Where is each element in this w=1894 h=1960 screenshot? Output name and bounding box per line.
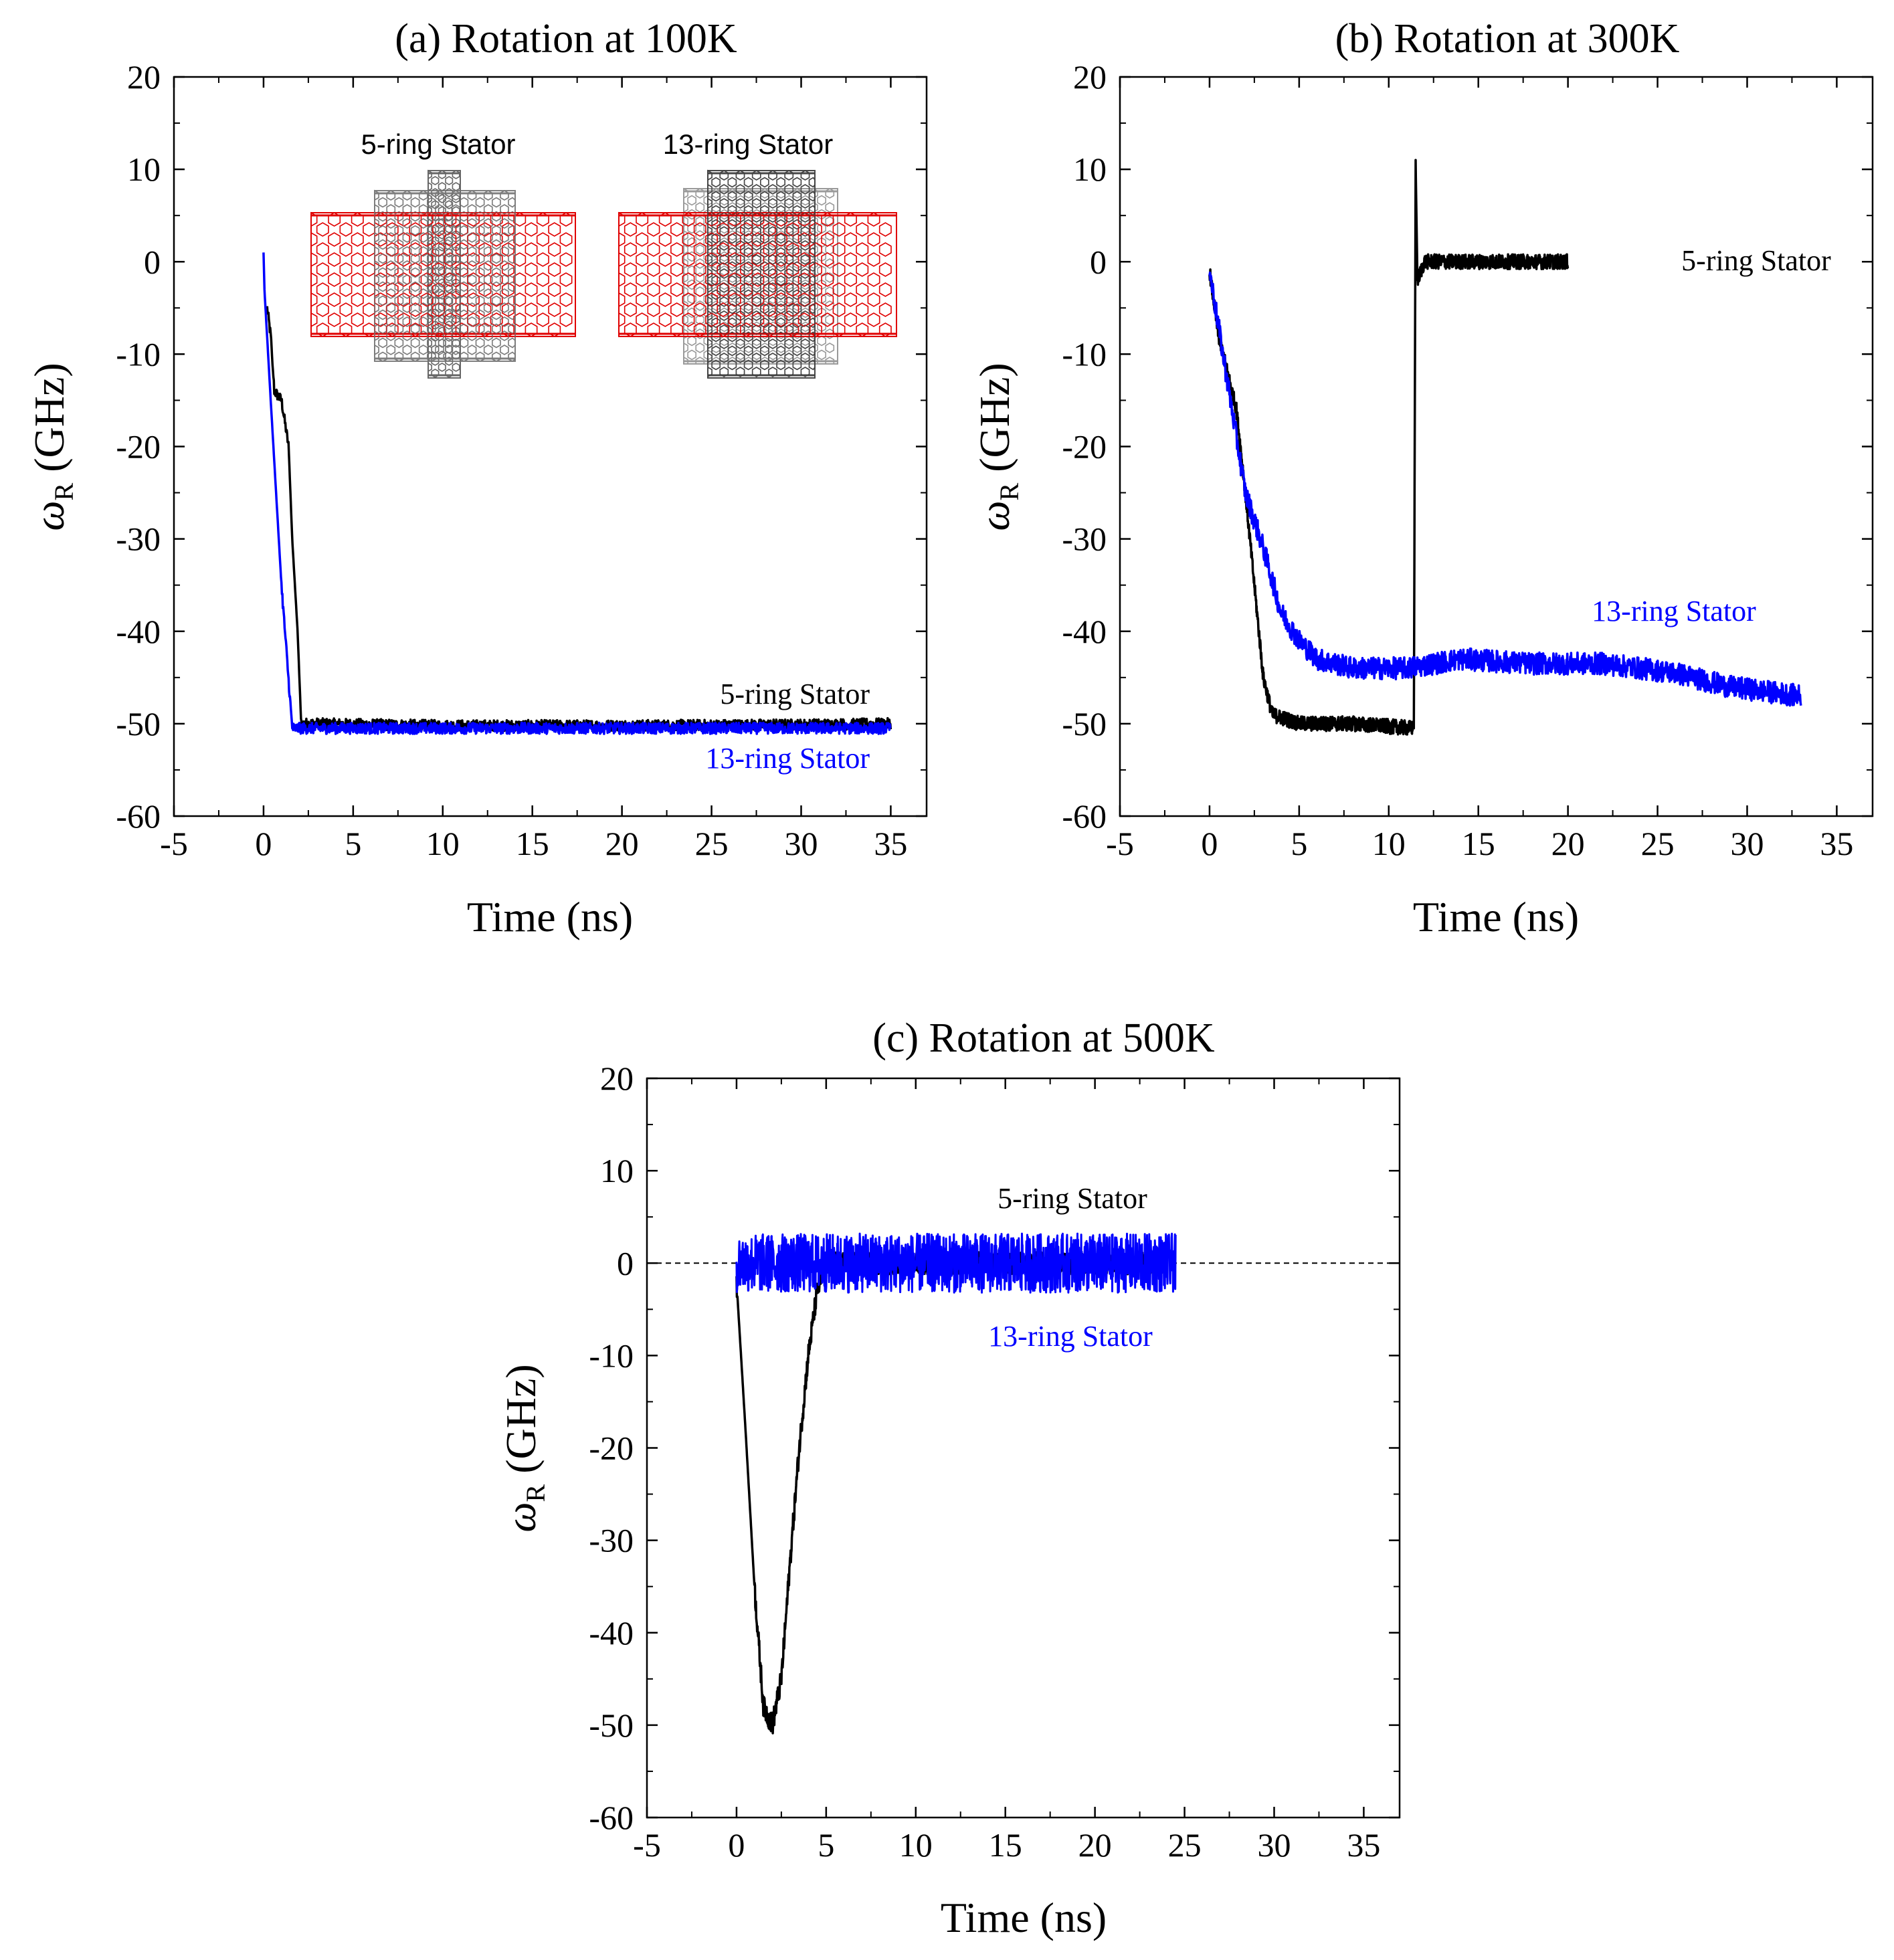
y-tick-label: 10	[600, 1152, 634, 1189]
panel-a-y-label: ωR (GHz)	[25, 363, 79, 530]
y-tick-label: -50	[589, 1706, 634, 1744]
y-tick-label: -60	[589, 1799, 634, 1836]
y-tick-label: -20	[589, 1430, 634, 1467]
panel-c: (c) Rotation at 500K -5 0 5 10 15 20 25 30 35 -6…	[497, 1015, 1401, 1941]
x-tick-label: 25	[695, 825, 729, 862]
panel-c-y-label: ωR (GHz)	[497, 1364, 551, 1532]
panel-a-y-ticks: -60 -50 -40 -30 -20 -10 0 10 20	[116, 58, 927, 835]
panel-b-y-label: ωR (GHz)	[971, 363, 1024, 530]
panel-c-y-ticks: -60 -50 -40 -30 -20 -10 0 10 20	[589, 1060, 1400, 1836]
panel-a-title: (a) Rotation at 100K	[395, 16, 737, 62]
panel-b-plot-frame	[1119, 76, 1874, 817]
x-tick-label: 20	[1551, 825, 1585, 862]
series-line-13-ring-stator	[735, 1232, 1177, 1294]
y-tick-label: 0	[617, 1244, 634, 1282]
panel-c-x-label: Time (ns)	[941, 1894, 1107, 1941]
x-tick-label: 30	[785, 825, 818, 862]
panel-a: (a) Rotation at 100K -5 0 5 10 15 20 25 30 35 -6…	[25, 16, 928, 941]
x-tick-label: -5	[633, 1826, 661, 1864]
y-tick-label: -10	[116, 335, 161, 373]
panel-b-y-ticks: -60 -50 -40 -30 -20 -10 0 10 20	[1062, 58, 1873, 835]
x-tick-label: 25	[1641, 825, 1675, 862]
panel-c-label-13-ring: 13-ring Stator	[988, 1320, 1153, 1353]
panel-a-x-ticks: -5 0 5 10 15 20 25 30 35	[160, 77, 907, 862]
x-tick-label: 0	[1201, 825, 1218, 862]
inset-label-5-ring: 5-ring Stator	[361, 128, 515, 160]
y-tick-label: 20	[127, 58, 161, 96]
panel-a-label-13-ring: 13-ring Stator	[705, 742, 870, 775]
stator-overlay-13-ring	[707, 169, 816, 379]
x-tick-label: 0	[728, 1826, 745, 1864]
y-tick-label: -10	[1062, 335, 1107, 373]
y-tick-label: 20	[600, 1060, 634, 1097]
y-tick-label: -10	[589, 1337, 634, 1374]
panel-b-label-13-ring: 13-ring Stator	[1592, 595, 1756, 627]
nanotube-inset: 5-ring Stator 13-ring Stator	[310, 128, 897, 379]
panel-b-label-5-ring: 5-ring Stator	[1681, 244, 1831, 277]
x-tick-label: 30	[1258, 1826, 1291, 1864]
y-tick-label: -30	[589, 1522, 634, 1559]
x-tick-label: 5	[345, 825, 361, 862]
x-tick-label: -5	[1106, 825, 1134, 862]
x-tick-label: 20	[605, 825, 639, 862]
x-tick-label: 30	[1731, 825, 1764, 862]
x-tick-label: 0	[255, 825, 272, 862]
inset-label-13-ring: 13-ring Stator	[663, 128, 833, 160]
y-tick-label: -50	[116, 705, 161, 743]
panel-b: (b) Rotation at 300K -5 0 5 10 15 20 25 30 35 -6…	[971, 16, 1874, 941]
x-tick-label: 15	[989, 1826, 1022, 1864]
y-tick-label: 0	[144, 243, 161, 280]
y-tick-label: -20	[1062, 428, 1107, 466]
x-tick-label: 15	[516, 825, 549, 862]
y-tick-label: -40	[589, 1614, 634, 1652]
y-tick-label: 0	[1090, 243, 1107, 280]
svg-text:ωR (GHz): ωR (GHz)	[25, 363, 79, 530]
series-line-13-ring-stator	[1208, 271, 1802, 707]
y-tick-label: 10	[1073, 151, 1107, 188]
panel-a-series	[262, 252, 892, 735]
x-tick-label: 15	[1462, 825, 1495, 862]
x-tick-label: 25	[1168, 1826, 1202, 1864]
panel-b-title: (b) Rotation at 300K	[1335, 16, 1680, 62]
x-tick-label: 10	[1372, 825, 1406, 862]
panel-a-x-label: Time (ns)	[467, 893, 633, 941]
x-tick-label: 5	[1291, 825, 1307, 862]
stator-overlay-5-ring	[374, 189, 516, 362]
panel-b-x-ticks: -5 0 5 10 15 20 25 30 35	[1106, 77, 1853, 862]
x-tick-label: 35	[1347, 1826, 1380, 1864]
series-line-13-ring-stator	[262, 252, 892, 735]
y-tick-label: -60	[116, 797, 161, 835]
x-tick-label: 20	[1078, 1826, 1112, 1864]
y-tick-label: -30	[1062, 520, 1107, 558]
panel-b-x-label: Time (ns)	[1413, 893, 1579, 941]
y-tick-label: 20	[1073, 58, 1107, 96]
svg-text:ωR (GHz): ωR (GHz)	[497, 1364, 551, 1532]
x-tick-label: 10	[899, 1826, 933, 1864]
x-tick-label: 5	[818, 1826, 834, 1864]
panel-c-x-ticks: -5 0 5 10 15 20 25 30 35	[633, 1078, 1380, 1864]
series-line-5-ring-stator	[1208, 159, 1570, 736]
x-tick-label: 10	[426, 825, 460, 862]
y-tick-label: -20	[116, 428, 161, 466]
y-tick-label: -40	[1062, 613, 1107, 650]
svg-text:ωR (GHz): ωR (GHz)	[971, 363, 1024, 530]
y-tick-label: -40	[116, 613, 161, 650]
panel-a-label-5-ring: 5-ring Stator	[720, 678, 870, 710]
x-tick-label: -5	[160, 825, 188, 862]
y-tick-label: -60	[1062, 797, 1107, 835]
y-tick-label: -30	[116, 520, 161, 558]
panel-c-title: (c) Rotation at 500K	[872, 1015, 1215, 1061]
panel-b-series	[1208, 159, 1802, 736]
panel-c-series	[735, 1232, 1177, 1735]
x-tick-label: 35	[874, 825, 907, 862]
y-tick-label: 10	[127, 151, 161, 188]
y-tick-label: -50	[1062, 705, 1107, 743]
panel-c-label-5-ring: 5-ring Stator	[998, 1182, 1147, 1215]
x-tick-label: 35	[1820, 825, 1853, 862]
